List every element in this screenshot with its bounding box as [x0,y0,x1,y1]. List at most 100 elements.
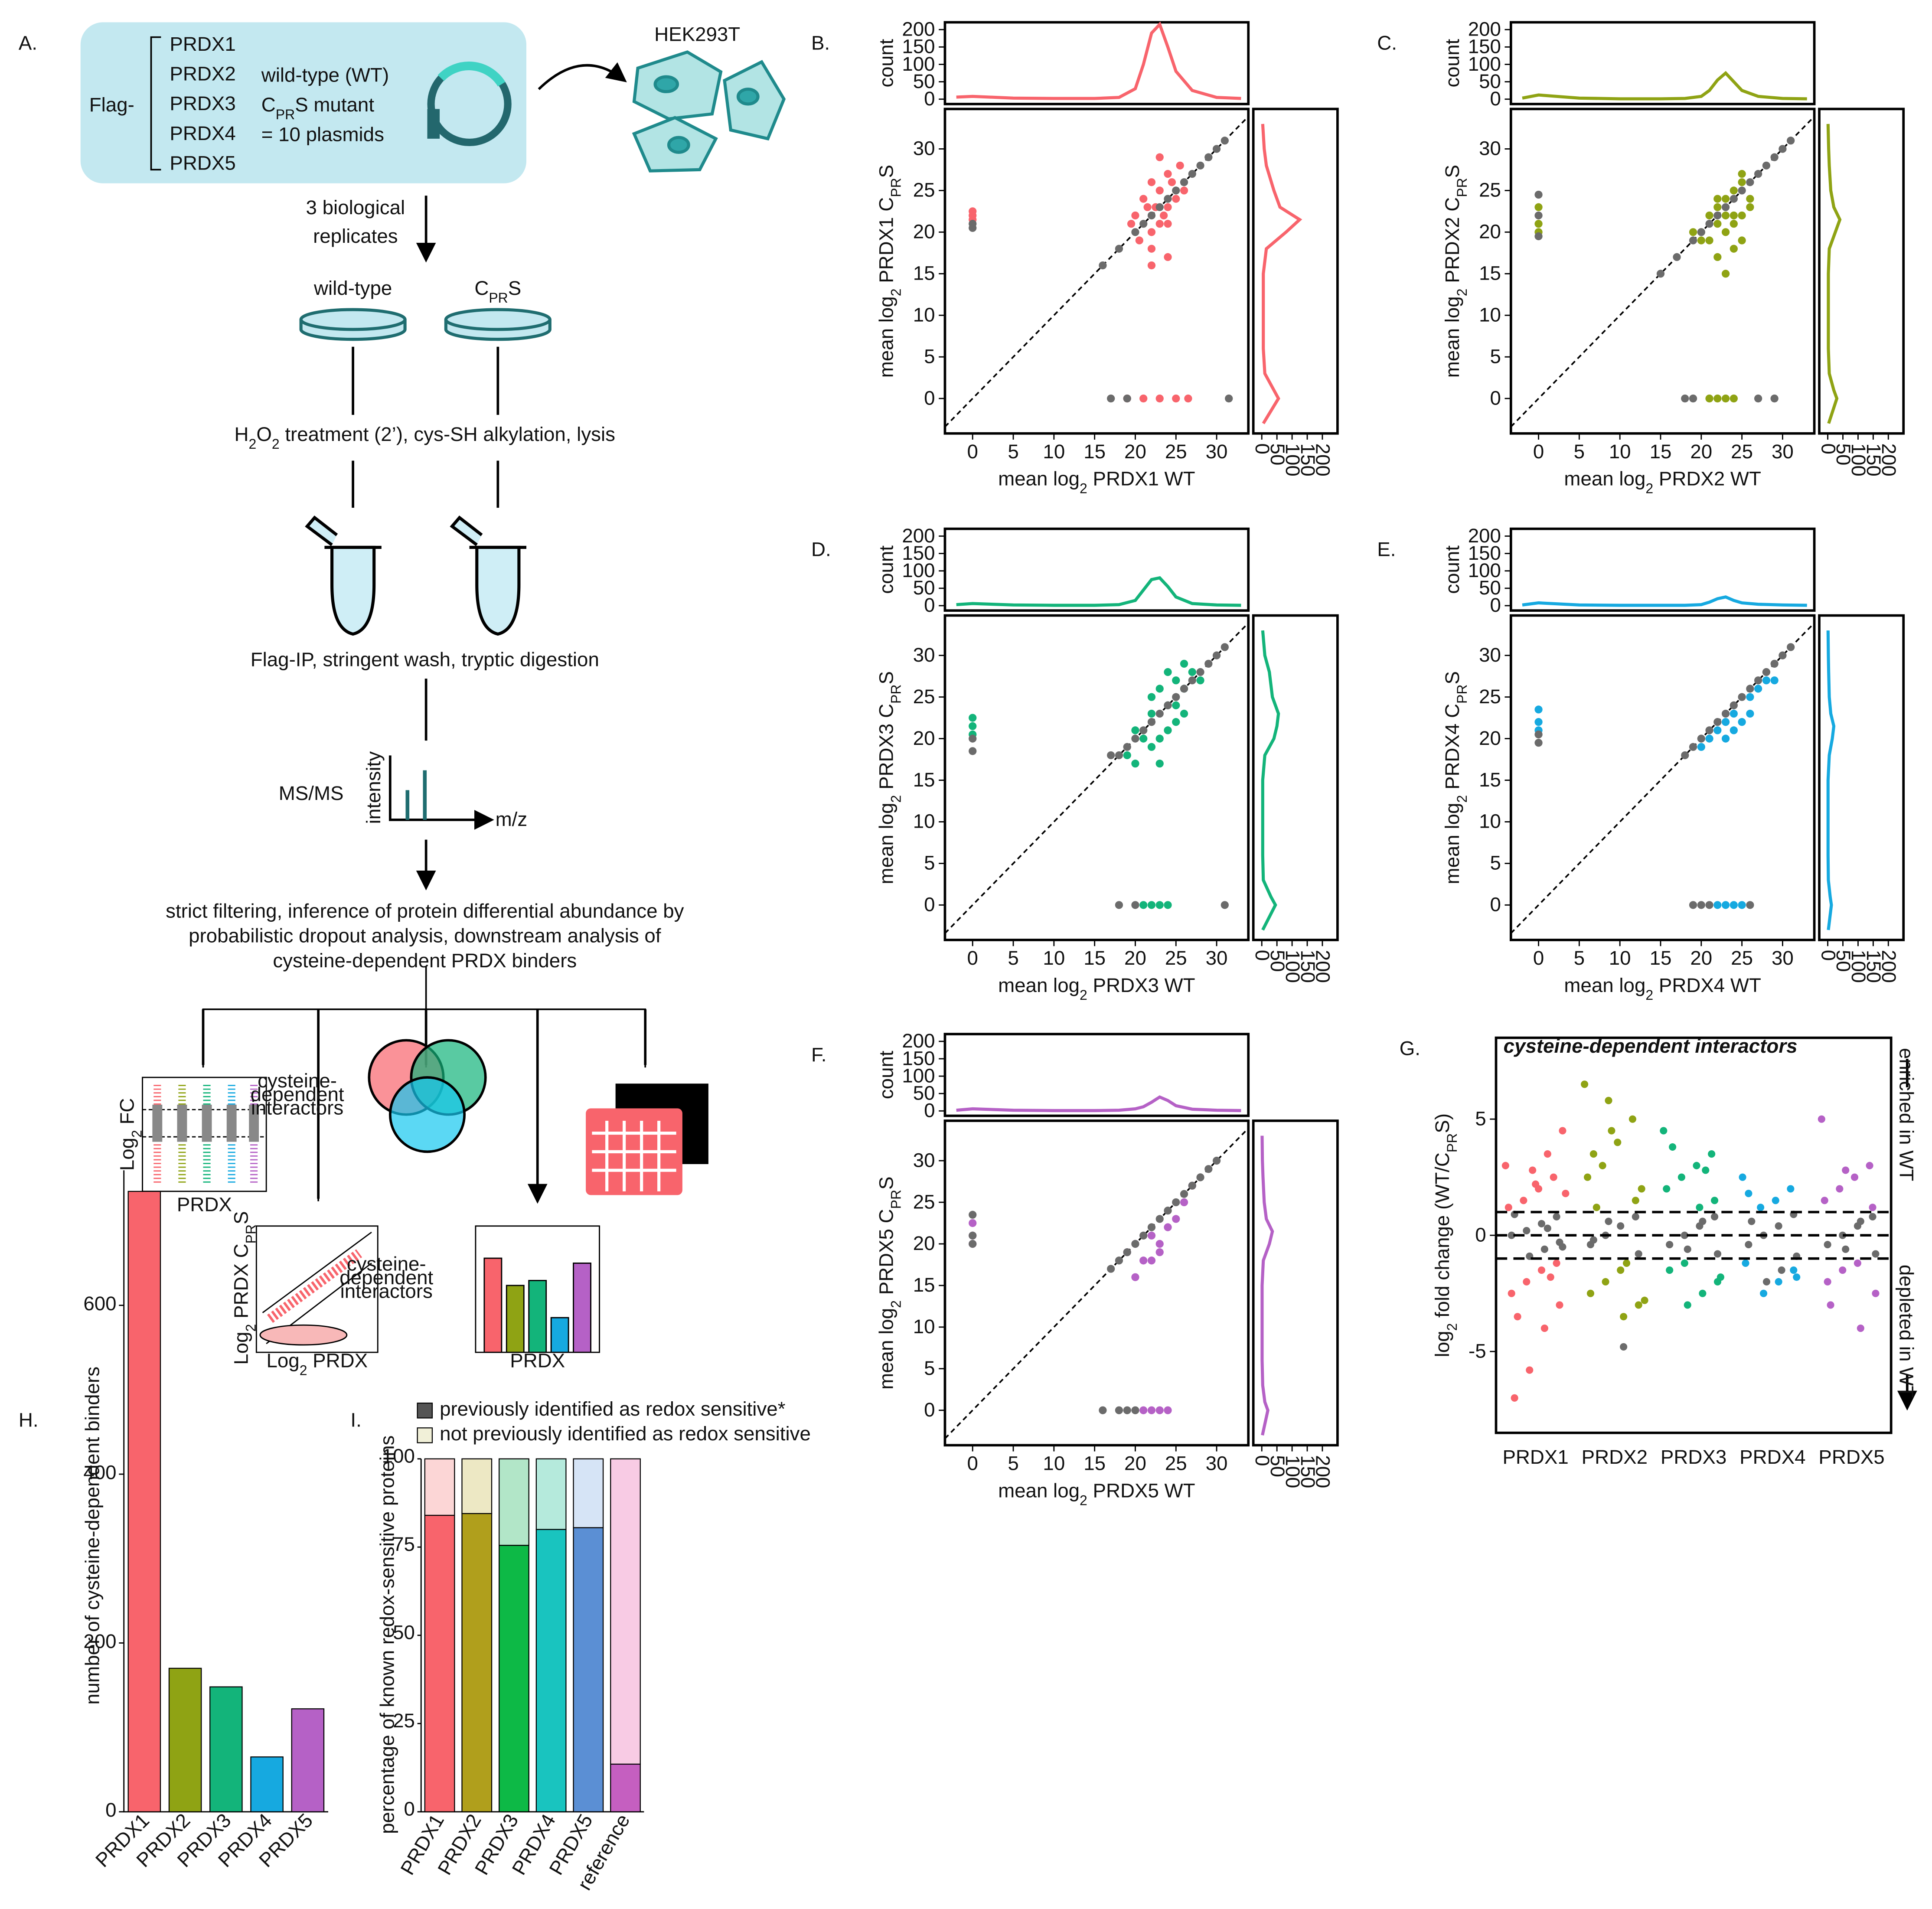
point [1107,751,1115,760]
y-tick-label: 5 [924,345,935,367]
point [1508,1231,1515,1239]
point [969,1211,977,1219]
point [1738,178,1746,186]
point [1866,1162,1873,1169]
point [1697,743,1705,751]
x-tick-label: 0 [1533,441,1544,463]
point [1147,743,1156,751]
mini-xlabel-part: PRDX [307,1349,368,1371]
cprs-label-part: S [508,277,521,299]
point [1677,1173,1685,1181]
y-tick-label: 200 [83,1630,116,1652]
point [1212,651,1221,659]
bar-segment [573,1458,604,1528]
point [1746,709,1754,718]
point [1143,203,1152,211]
point [1827,1301,1834,1309]
point [1184,394,1192,403]
count-label: count [875,1051,897,1099]
point [1746,195,1754,203]
x-tick-label: 0 [1251,444,1273,454]
point [1632,1213,1639,1220]
point [969,207,977,215]
y-tick-label: 10 [913,304,935,326]
y-axis-label-part: PRDX2 C [1441,197,1463,289]
y-tick-label: 10 [1479,810,1501,832]
point [1869,1204,1877,1211]
point [1139,1256,1148,1265]
point [1135,236,1143,245]
point [1705,734,1713,743]
point [1534,730,1543,739]
point [1180,186,1188,195]
point [1839,1231,1847,1239]
venn [368,1039,487,1153]
y-tick-label: 0 [1490,88,1501,110]
spectrum [388,755,494,830]
y-tick-label: 25 [1479,685,1501,708]
x-tick-label: 100 [1282,1455,1304,1488]
point [1746,901,1754,909]
bar-segment [535,1458,567,1530]
construct-text-part: S mutant [295,94,374,116]
mini-note: interactors [251,1097,343,1119]
panel-label: G. [1400,1038,1420,1060]
point [1547,1273,1554,1281]
x-tick-label: 0 [1817,444,1839,454]
point [1180,1190,1188,1198]
y-tick-label: 5 [1475,1107,1486,1129]
y-axis-label: mean log2 PRDX3 CPRS [875,671,904,884]
density-right [1826,630,1836,930]
point [1746,693,1754,701]
mini-ylabel: Log2 PRDX CPRS [230,1211,258,1364]
point [1697,901,1705,909]
panel-a-shapes [80,22,1907,1405]
point [1131,726,1139,734]
plot-frame [1509,614,1816,941]
point [1196,676,1204,685]
point [1738,186,1746,195]
point [1131,1240,1139,1248]
point [1620,1313,1628,1321]
y-tick-label: 15 [1479,769,1501,791]
point [1508,1289,1515,1297]
point [1770,394,1779,403]
y-tick-label: 20 [913,727,935,749]
plot-frame [1818,614,1905,941]
y-axis-label: percentage of known redox-sensitive prot… [376,1436,398,1834]
point [1526,1366,1534,1374]
point [1529,1166,1537,1174]
point [1857,1324,1864,1332]
point [1730,186,1738,195]
point [1164,1406,1172,1414]
x-tick-label: 150 [1863,950,1885,983]
x-tick-label: 15 [1083,947,1106,969]
point [969,734,977,743]
point [1663,1185,1671,1193]
point [1778,1266,1785,1274]
y-tick-label: 0 [924,1100,935,1122]
mini-note: cysteine- [258,1070,337,1092]
y-axis-label-part: mean log [1441,296,1463,378]
point [1754,394,1762,403]
mini-xlabel-part: 2 [300,1362,307,1378]
y-axis-label-part: 2 [888,288,904,296]
point [1131,211,1139,220]
point [1172,718,1180,726]
mini-note: interactors [340,1280,433,1302]
density-top [956,1095,1241,1113]
x-axis-label-part: mean log [998,1479,1080,1501]
point [1762,161,1771,170]
point [1705,901,1713,909]
point [1540,1245,1548,1253]
y-axis-label-part: PRDX5 C [875,1209,897,1300]
point [1172,676,1180,685]
point [1857,1217,1864,1225]
point [1180,1198,1188,1207]
tubes [305,516,527,636]
point [1155,760,1164,768]
point [1196,668,1204,676]
point [1147,178,1156,186]
y-tick-label: 150 [902,36,935,58]
point [1139,195,1148,203]
